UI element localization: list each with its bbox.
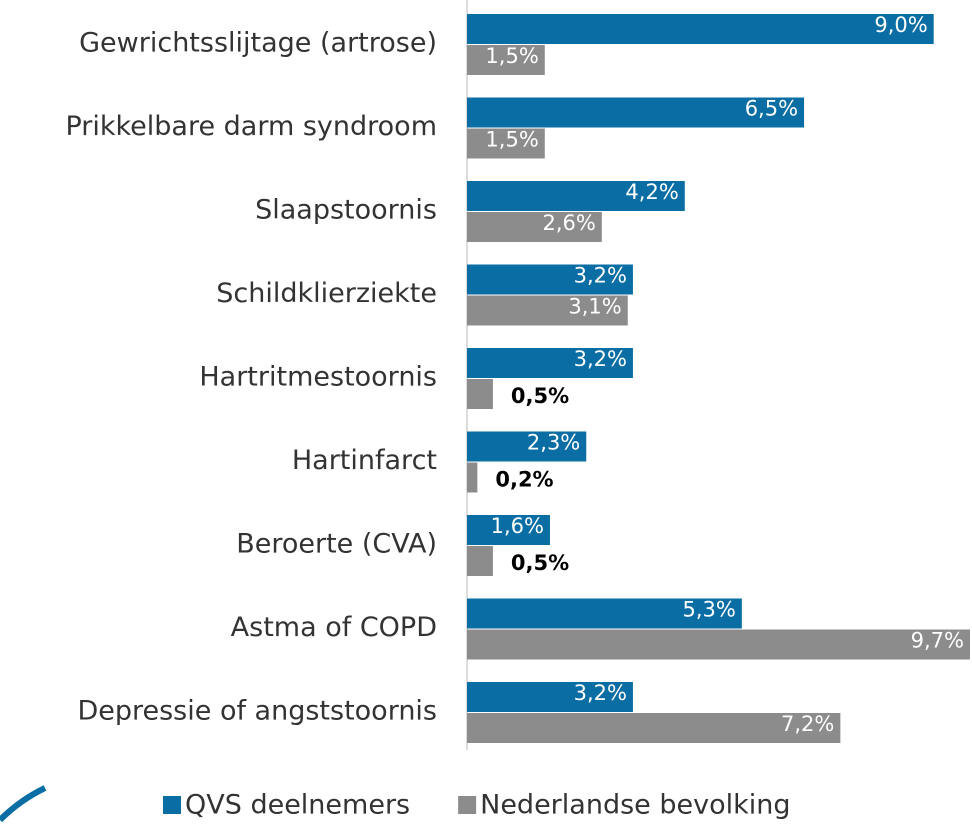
legend-label: QVS deelnemers [185, 790, 410, 821]
value-label: 4,2% [625, 180, 678, 204]
legend-swatch [163, 796, 181, 814]
value-label: 1,5% [485, 44, 538, 68]
category-label: Prikkelbare darm syndroom [65, 111, 437, 142]
bar [467, 128, 545, 159]
category-label: Astma of COPD [231, 612, 437, 643]
category-label: Beroerte (CVA) [236, 529, 437, 560]
value-label: 0,2% [495, 468, 553, 492]
bar [467, 264, 633, 295]
bar [467, 181, 685, 211]
bar [467, 97, 805, 128]
legend-label: Nederlandse bevolking [480, 790, 790, 821]
bar [467, 546, 493, 576]
category-label: Depressie of angststoornis [77, 696, 437, 727]
category-label: Hartritmestoornis [199, 362, 437, 393]
value-label: 2,3% [527, 431, 580, 455]
value-label: 9,7% [911, 629, 964, 653]
bar [467, 713, 841, 743]
bar [467, 462, 478, 493]
bar [467, 348, 633, 378]
bar [467, 682, 633, 712]
value-label: 5,3% [682, 598, 735, 622]
decoration [0, 785, 47, 823]
value-label: 1,5% [485, 128, 538, 152]
value-label: 9,0% [874, 13, 927, 37]
bar [467, 295, 628, 326]
bar [467, 629, 970, 660]
value-label: 1,6% [491, 514, 544, 538]
category-label: Hartinfarct [292, 445, 437, 476]
value-label: 3,1% [568, 295, 621, 319]
legend-swatch [458, 796, 477, 814]
bar [467, 515, 550, 545]
value-label: 3,2% [574, 681, 627, 705]
value-label: 7,2% [781, 712, 834, 736]
value-label: 0,5% [511, 551, 569, 575]
category-label: Schildklierziekte [216, 278, 437, 309]
category-label: Gewrichtsslijtage (artrose) [79, 28, 437, 59]
bar [467, 45, 545, 75]
value-label: 0,5% [511, 384, 569, 408]
bar [467, 598, 742, 629]
bar [467, 379, 493, 409]
bar [467, 212, 602, 242]
bar [467, 14, 934, 44]
value-label: 2,6% [542, 211, 595, 235]
value-label: 3,2% [574, 264, 627, 288]
value-label: 3,2% [574, 347, 627, 371]
value-label: 6,5% [745, 97, 798, 121]
bar [467, 431, 587, 462]
category-label: Slaapstoornis [255, 195, 437, 226]
